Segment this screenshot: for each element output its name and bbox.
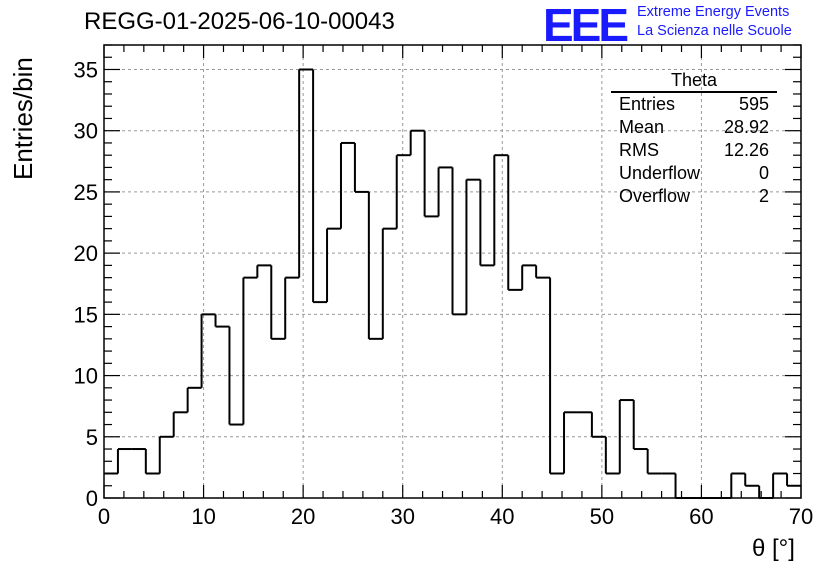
y-tick-label: 15	[74, 302, 98, 327]
stats-label: Entries	[619, 94, 676, 114]
stats-row: Overflow 2	[611, 185, 777, 208]
stats-row: Mean 28.92	[611, 116, 777, 139]
y-tick-label: 10	[74, 364, 98, 389]
stats-label: RMS	[619, 140, 659, 160]
stats-label: Overflow	[619, 186, 691, 206]
stats-row: Underflow 0	[611, 162, 777, 185]
logo-line-1: Extreme Energy Events	[637, 4, 790, 20]
y-tick-label: 5	[86, 425, 98, 450]
y-axis-label: Entries/bin	[8, 57, 38, 180]
x-axis-label: θ [°]	[752, 535, 795, 562]
x-tick-label: 30	[390, 504, 414, 529]
stats-label: Underflow	[619, 163, 701, 183]
stats-label: Mean	[619, 117, 665, 137]
eee-logo: EEE	[543, 0, 629, 51]
stats-title: Theta	[611, 70, 777, 93]
x-tick-label: 20	[291, 504, 315, 529]
stats-row: RMS 12.26	[611, 139, 777, 162]
stats-value: 595	[738, 94, 769, 114]
stats-value: 12.26	[723, 140, 769, 160]
x-tick-label: 50	[590, 504, 614, 529]
y-tick-label: 25	[74, 180, 98, 205]
y-tick-label: 20	[74, 241, 98, 266]
histogram	[104, 68, 801, 499]
stats-value: 28.92	[723, 117, 769, 137]
x-tick-label: 10	[191, 504, 215, 529]
stats-row: Entries 595	[611, 93, 777, 116]
y-tick-label: 30	[74, 119, 98, 144]
stats-value: 2	[758, 186, 769, 206]
stats-box: Theta Entries 595 Mean 28.92 RMS 12.26 Unde…	[611, 70, 777, 208]
x-tick-label: 0	[98, 504, 110, 529]
plot-frame	[103, 44, 802, 499]
y-tick-label: 35	[74, 57, 98, 82]
eee-logo-text: Extreme Energy Events La Scienza nelle S…	[637, 3, 792, 41]
y-tick-label: 0	[86, 486, 98, 511]
x-tick-label: 70	[789, 504, 813, 529]
chart-title: REGG-01-2025-06-10-00043	[84, 8, 395, 35]
x-tick-label: 60	[689, 504, 713, 529]
stats-value: 0	[758, 163, 769, 183]
x-tick-label: 40	[490, 504, 514, 529]
logo-line-2: La Scienza nelle Scuole	[637, 23, 792, 39]
